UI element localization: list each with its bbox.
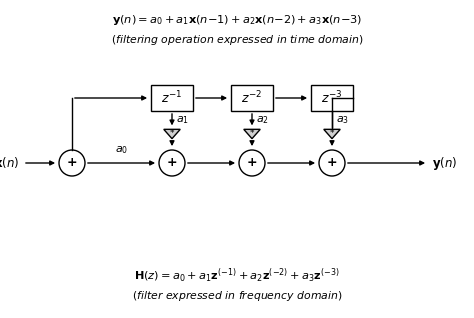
- Text: $(filter\ expressed\ in\ frequency\ domain)$: $(filter\ expressed\ in\ frequency\ doma…: [132, 289, 342, 303]
- Text: $\mathbf{H}(z) = a_0 + a_1\mathbf{z}^{(-1)} + a_2\mathbf{z}^{(-2)} + a_3\mathbf{: $\mathbf{H}(z) = a_0 + a_1\mathbf{z}^{(-…: [134, 267, 340, 285]
- Text: $(filtering\ operation\ expressed\ in\ time\ domain)$: $(filtering\ operation\ expressed\ in\ t…: [110, 33, 364, 47]
- Text: +: +: [327, 156, 337, 169]
- Text: $z^{-2}$: $z^{-2}$: [241, 90, 263, 106]
- Text: *: *: [170, 128, 174, 138]
- FancyBboxPatch shape: [311, 85, 353, 111]
- Polygon shape: [244, 129, 260, 139]
- Circle shape: [159, 150, 185, 176]
- Text: *: *: [250, 128, 254, 138]
- Text: +: +: [246, 156, 257, 169]
- FancyBboxPatch shape: [231, 85, 273, 111]
- Circle shape: [319, 150, 345, 176]
- Text: +: +: [167, 156, 177, 169]
- Text: $a_2$: $a_2$: [256, 114, 269, 126]
- Polygon shape: [324, 129, 340, 139]
- Text: *: *: [330, 128, 334, 138]
- Polygon shape: [164, 129, 180, 139]
- Text: $\mathbf{x}(n)$: $\mathbf{x}(n)$: [0, 156, 19, 170]
- FancyBboxPatch shape: [151, 85, 193, 111]
- Text: $\mathbf{y}(n)$: $\mathbf{y}(n)$: [432, 155, 457, 171]
- Text: +: +: [67, 156, 77, 169]
- Circle shape: [59, 150, 85, 176]
- Text: $\mathbf{y}(n) = a_0 + a_1\mathbf{x}(n\mathrm{-}1) + a_2\mathbf{x}(n\mathrm{-}2): $\mathbf{y}(n) = a_0 + a_1\mathbf{x}(n\m…: [112, 13, 362, 27]
- Text: $z^{-3}$: $z^{-3}$: [321, 90, 343, 106]
- Text: $a_1$: $a_1$: [176, 114, 189, 126]
- Text: $a_3$: $a_3$: [336, 114, 349, 126]
- Text: $z^{-1}$: $z^{-1}$: [161, 90, 182, 106]
- Text: $a_0$: $a_0$: [115, 144, 128, 156]
- Circle shape: [239, 150, 265, 176]
